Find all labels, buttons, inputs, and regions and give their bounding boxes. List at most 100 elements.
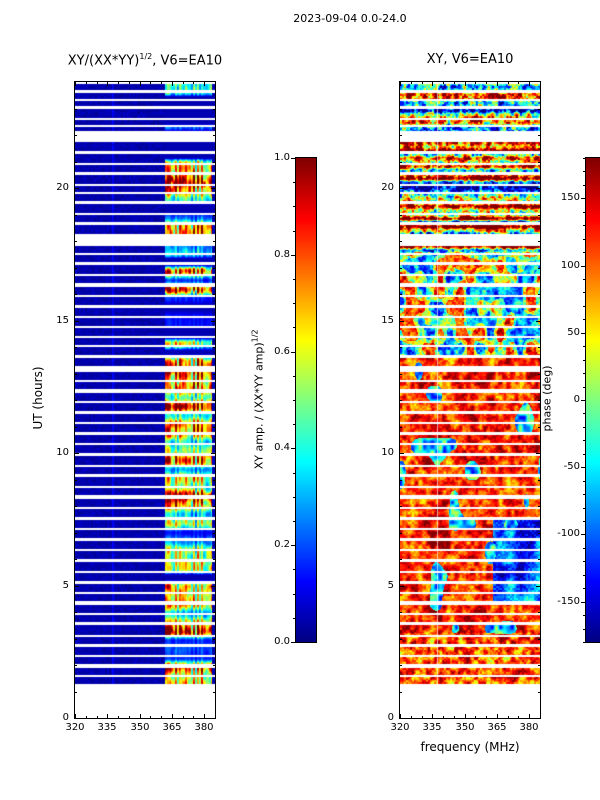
colorbar-minor-tick [583, 239, 585, 240]
left-panel-title-base: XY/(XX*YY) [67, 53, 140, 69]
colorbar-minor-tick [583, 427, 585, 428]
y-tick-label: 5 [62, 580, 69, 591]
colorbar-minor-tick [583, 508, 585, 509]
y-tick-label: 5 [387, 580, 394, 591]
colorbar-minor-tick [293, 158, 295, 159]
colorbar-minor-tick [583, 279, 585, 280]
amp-colorbar-label: XY amp. / (XX*YY amp)1/2 [251, 249, 266, 549]
y-minor-tick [75, 241, 77, 242]
colorbar-tick-label: 0.8 [274, 249, 290, 260]
y-major-tick [400, 188, 404, 189]
y-major-tick [536, 718, 540, 719]
x-minor-tick [454, 716, 455, 718]
left-heatmap-canvas [75, 82, 215, 718]
colorbar-tick-label: 50 [567, 327, 580, 338]
colorbar-minor-tick [293, 594, 295, 595]
y-minor-tick [538, 400, 540, 401]
y-minor-tick [213, 294, 215, 295]
x-tick-label: 320 [65, 722, 85, 733]
colorbar-minor-tick [583, 481, 585, 482]
y-tick-label: 15 [56, 315, 69, 326]
colorbar-minor-tick [583, 454, 585, 455]
y-minor-tick [400, 347, 402, 348]
y-major-tick [211, 586, 215, 587]
x-tick-label: 320 [390, 722, 410, 733]
y-minor-tick [400, 692, 402, 693]
colorbar-minor-tick [583, 467, 585, 468]
y-minor-tick [75, 612, 77, 613]
y-minor-tick [538, 559, 540, 560]
y-minor-tick [213, 347, 215, 348]
x-minor-tick [486, 82, 487, 84]
colorbar-minor-tick [293, 352, 295, 353]
y-minor-tick [75, 559, 77, 560]
colorbar-minor-tick [583, 360, 585, 361]
y-minor-tick [75, 639, 77, 640]
x-major-tick [75, 714, 76, 718]
x-minor-tick [193, 716, 194, 718]
x-major-tick [529, 714, 530, 718]
colorbar-minor-tick [583, 548, 585, 549]
y-minor-tick [75, 480, 77, 481]
y-major-tick [536, 188, 540, 189]
y-minor-tick [400, 665, 402, 666]
colorbar-minor-tick [583, 575, 585, 576]
y-tick-label: 20 [56, 182, 69, 193]
y-minor-tick [75, 109, 77, 110]
y-minor-tick [213, 639, 215, 640]
x-minor-tick [443, 82, 444, 84]
colorbar-tick-label: -50 [563, 461, 580, 472]
colorbar-tick-label: -100 [557, 528, 580, 539]
y-minor-tick [213, 559, 215, 560]
colorbar-tick-label: -150 [557, 596, 580, 607]
colorbar-minor-tick [583, 333, 585, 334]
y-minor-tick [213, 400, 215, 401]
colorbar-minor-tick [293, 327, 295, 328]
x-minor-tick [411, 716, 412, 718]
y-minor-tick [400, 374, 402, 375]
y-minor-tick [538, 506, 540, 507]
right-heatmap-canvas [400, 82, 540, 718]
y-tick-label: 15 [381, 315, 394, 326]
x-major-tick [140, 714, 141, 718]
colorbar-tick-label: 0.6 [274, 346, 290, 357]
y-major-tick [400, 321, 404, 322]
x-minor-tick [518, 82, 519, 84]
y-major-tick [400, 586, 404, 587]
y-minor-tick [400, 559, 402, 560]
x-minor-tick [183, 716, 184, 718]
x-axis-label-frequency: frequency (MHz) [420, 740, 520, 754]
colorbar-minor-tick [293, 521, 295, 522]
x-major-tick [400, 82, 401, 86]
colorbar-minor-tick [583, 266, 585, 267]
x-major-tick [172, 714, 173, 718]
y-tick-label: 20 [381, 182, 394, 193]
y-minor-tick [75, 692, 77, 693]
x-minor-tick [475, 82, 476, 84]
y-minor-tick [538, 294, 540, 295]
x-minor-tick [86, 82, 87, 84]
y-minor-tick [538, 241, 540, 242]
colorbar-minor-tick [583, 158, 585, 159]
y-major-tick [536, 453, 540, 454]
colorbar-minor-tick [583, 440, 585, 441]
y-minor-tick [75, 215, 77, 216]
x-minor-tick [193, 82, 194, 84]
colorbar-minor-tick [293, 255, 295, 256]
x-major-tick [172, 82, 173, 86]
y-minor-tick [75, 533, 77, 534]
y-major-tick [75, 718, 79, 719]
colorbar-minor-tick [583, 212, 585, 213]
x-major-tick [465, 82, 466, 86]
y-minor-tick [400, 294, 402, 295]
colorbar-minor-tick [583, 373, 585, 374]
colorbar-minor-tick [293, 206, 295, 207]
colorbar-minor-tick [293, 424, 295, 425]
x-tick-label: 380 [519, 722, 539, 733]
colorbar-tick-label: 100 [560, 260, 580, 271]
x-minor-tick [86, 716, 87, 718]
x-minor-tick [422, 716, 423, 718]
x-minor-tick [422, 82, 423, 84]
x-minor-tick [508, 82, 509, 84]
